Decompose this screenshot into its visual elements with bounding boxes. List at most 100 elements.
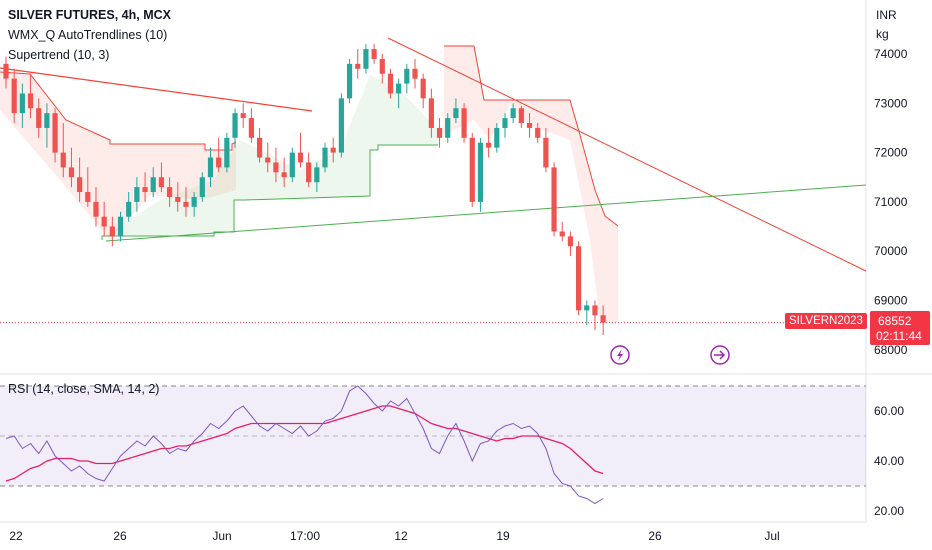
candle — [27, 73, 34, 119]
candle-body — [60, 152, 66, 168]
trendlines-indicator-label[interactable]: WMX_Q AutoTrendlines (10) — [8, 28, 168, 42]
price-tick-label: 68000 — [874, 343, 908, 357]
candle — [101, 201, 107, 237]
supertrend-down-fill — [0, 72, 236, 240]
candle-body — [494, 127, 500, 148]
candle-body — [428, 98, 434, 128]
candle — [535, 123, 541, 143]
candle-body — [273, 162, 279, 173]
candle-body — [216, 157, 222, 168]
time-tick-label: 17:00 — [290, 529, 320, 543]
candle — [207, 147, 214, 188]
candle-body — [518, 108, 524, 124]
candle — [510, 103, 516, 124]
supertrend-down-line — [0, 71, 237, 151]
currency-label: INR — [876, 8, 897, 22]
candle-body — [461, 108, 467, 138]
candle-body — [240, 113, 246, 119]
rsi-tick-label: 20.00 — [874, 504, 904, 518]
forward-arrow-icon-glyph — [714, 350, 726, 360]
candle — [44, 103, 50, 148]
symbol-title[interactable]: SILVER FUTURES, 4h, MCX — [8, 8, 171, 22]
candle-body — [297, 152, 304, 163]
candle — [142, 172, 148, 202]
candle — [191, 192, 197, 217]
candle-body — [150, 177, 156, 193]
candle-body — [477, 142, 484, 202]
candle — [526, 113, 533, 138]
candle — [52, 108, 58, 163]
candle-body — [420, 78, 426, 99]
candle — [199, 172, 205, 202]
price-tick-label: 70000 — [874, 244, 908, 258]
candle-body — [330, 147, 336, 153]
candle — [232, 108, 238, 148]
candle-body — [306, 162, 312, 183]
candle — [150, 167, 156, 197]
candle-body — [93, 201, 99, 217]
candle-body — [502, 118, 508, 128]
candle — [126, 192, 132, 222]
rsi-indicator-label[interactable]: RSI (14, close, SMA, 14, 2) — [8, 382, 160, 396]
candle — [543, 127, 549, 173]
candle — [240, 103, 246, 128]
candle-body — [101, 216, 107, 227]
candle — [68, 147, 75, 188]
candle-body — [510, 108, 516, 119]
rsi-lines-layer — [5, 385, 604, 505]
candle-body — [232, 113, 238, 138]
candle — [436, 118, 443, 148]
candle-body — [404, 68, 410, 84]
candle — [338, 93, 344, 158]
candle — [297, 132, 304, 168]
candle-body — [44, 113, 50, 128]
candle-body — [486, 142, 492, 148]
price-tick-label: 73000 — [874, 96, 908, 110]
time-tick-label: 26 — [648, 529, 662, 543]
candle — [314, 162, 320, 193]
candle — [363, 44, 369, 74]
candle-body — [36, 108, 42, 128]
candle — [494, 123, 500, 153]
candle-body — [412, 68, 418, 79]
candle — [576, 241, 582, 316]
candle-body — [109, 226, 115, 237]
candle — [469, 132, 475, 207]
supertrend-indicator-label[interactable]: Supertrend (10, 3) — [8, 48, 110, 62]
candle-body — [559, 231, 565, 237]
candle — [567, 231, 574, 257]
candle — [387, 68, 394, 99]
candle-body — [526, 123, 533, 128]
candle-body — [584, 305, 590, 311]
icons-layer[interactable] — [610, 345, 730, 365]
candle — [518, 105, 524, 128]
candle — [256, 127, 263, 163]
candle — [281, 157, 287, 188]
candle-body — [551, 167, 557, 232]
candle — [330, 137, 336, 163]
candle-body — [379, 58, 385, 74]
candle-body — [289, 152, 295, 178]
supertrend-down-line — [444, 45, 619, 227]
resistance-trendline — [387, 37, 867, 272]
price-tick-label: 71000 — [874, 195, 908, 209]
candle-body — [175, 196, 181, 202]
rsi-tick-label: 60.00 — [874, 404, 904, 418]
candle-body — [85, 192, 91, 202]
symbol-price-tag: SILVERN2023 — [785, 313, 867, 329]
candle-body — [281, 172, 287, 178]
candle-body — [248, 118, 254, 138]
supertrend-down-fill — [444, 46, 618, 322]
support-trendline — [105, 184, 867, 242]
candle — [216, 137, 222, 173]
candle — [584, 300, 590, 326]
candle — [502, 113, 508, 138]
candle-body — [191, 196, 197, 207]
candle-body — [363, 49, 369, 69]
time-tick-label: 22 — [9, 529, 23, 543]
price-tick-label: 72000 — [874, 146, 908, 160]
lightning-icon[interactable] — [610, 345, 630, 365]
candle-body — [322, 147, 328, 168]
forward-arrow-icon[interactable] — [710, 345, 730, 365]
